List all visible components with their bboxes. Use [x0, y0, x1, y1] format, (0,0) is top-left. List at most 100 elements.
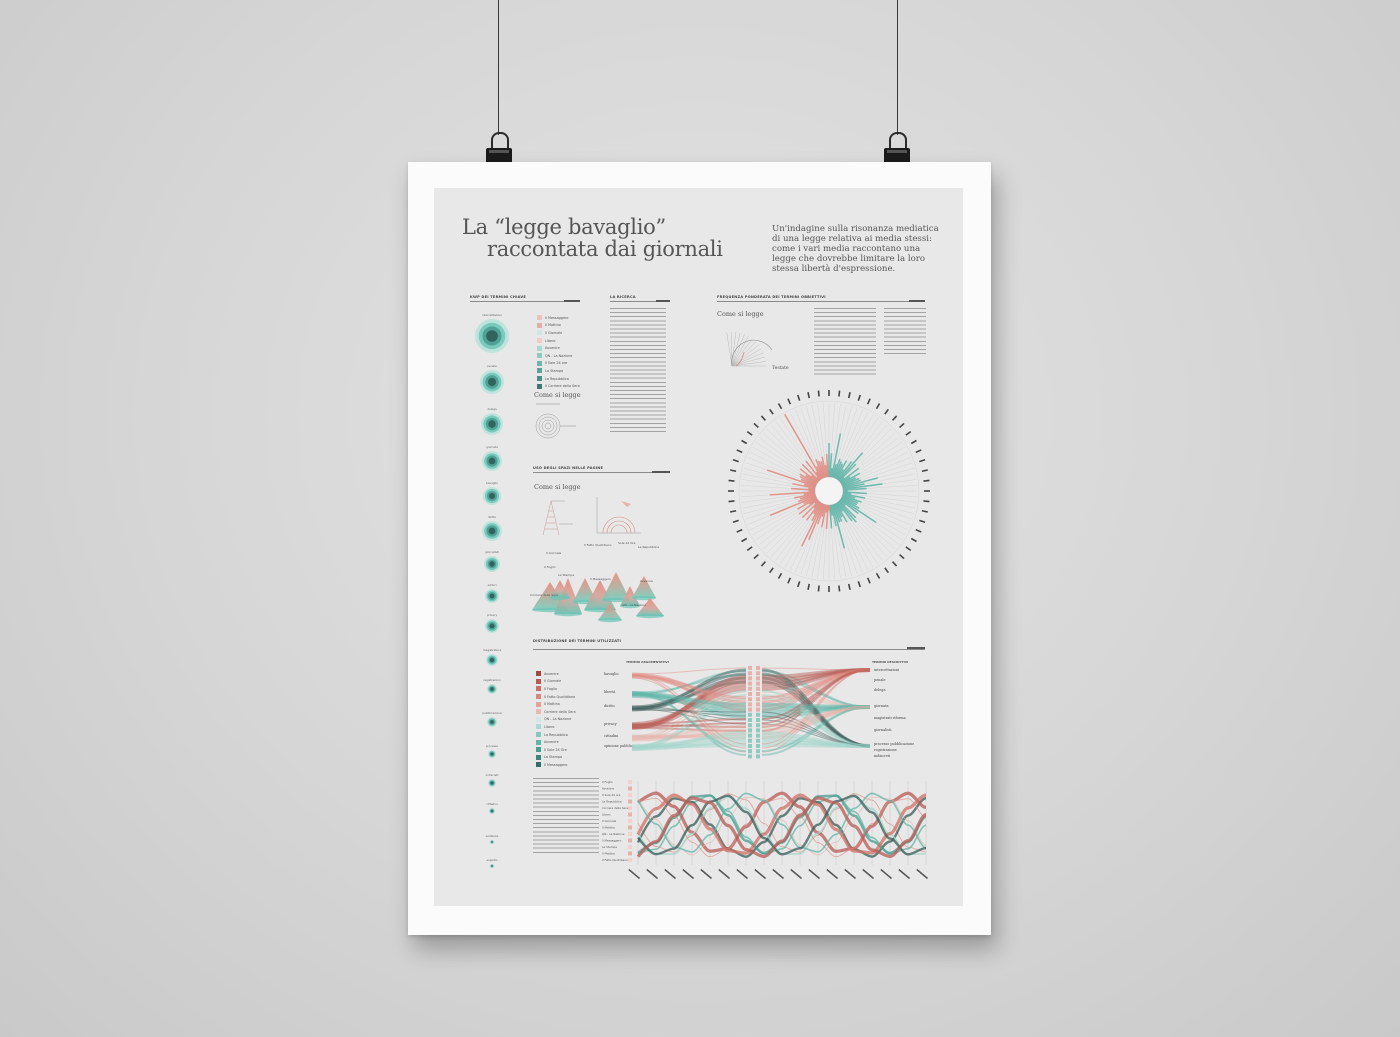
alluvial-flow [631, 692, 747, 719]
alluvial-flow [631, 676, 747, 712]
bottom-text-block [533, 778, 599, 854]
radial-bar [813, 502, 822, 515]
legend-swatch [536, 724, 541, 730]
alluvial-flow [631, 674, 747, 700]
alluvial-flow [761, 705, 871, 736]
legend-swatch [537, 360, 542, 366]
legend-label: Il Mattino [545, 323, 561, 328]
kwp-term-bubble: giornalisti [484, 550, 500, 572]
bottom-chart-line [637, 791, 927, 853]
alluvial-flow [631, 739, 747, 751]
radial-label-mark [817, 390, 820, 397]
radial-bar [825, 504, 829, 529]
radial-label-mark [760, 415, 767, 421]
radial-spoke [741, 492, 816, 503]
legend-swatch [536, 732, 541, 738]
alluvial-flow [631, 691, 747, 738]
radial-bar [842, 483, 865, 490]
alluvial-flow [761, 711, 871, 747]
radial-bar [801, 463, 820, 482]
alluvial-node [756, 686, 760, 691]
radial-label-mark [807, 583, 811, 590]
radial-label-mark [828, 390, 830, 396]
bottom-chart-series-label: Corriere della Sera [602, 806, 628, 810]
cone-base [636, 613, 664, 619]
alluvial-flow [761, 672, 871, 748]
kwp-term-bubble: privacy [485, 613, 499, 633]
bottom-chart-line [637, 796, 927, 856]
radial-bar [841, 477, 860, 487]
radial-label-mark [857, 581, 861, 588]
radial-label-mark [728, 479, 735, 482]
alluvial-node [756, 744, 760, 748]
spazi-how-to-read: Come si legge [534, 483, 581, 491]
legend-label: Libero [544, 724, 555, 729]
alluvial-flow [761, 669, 871, 732]
bottom-chart-series-swatch [628, 786, 632, 791]
alluvial-flow [631, 675, 747, 708]
radial-label-mark [760, 561, 767, 567]
radial-spoke [762, 432, 819, 482]
alluvial-flow [631, 672, 747, 704]
legend-swatch [536, 716, 541, 722]
bottom-chart-tick-label [664, 868, 677, 880]
alluvial-flow [761, 705, 871, 719]
radial-bar [801, 500, 820, 519]
radial-bar [841, 479, 861, 488]
arg-term-label: opinione pubblica [604, 744, 635, 748]
bottom-chart-series-label: Il Mattino [602, 826, 615, 830]
alluvial-flow [761, 703, 871, 709]
radial-bar [821, 504, 827, 517]
alluvial-node [748, 754, 752, 759]
kwp-term-bubble: giornata [482, 445, 502, 471]
alluvial-flow [761, 698, 871, 747]
section-spazi-label: USO DEGLI SPAZI NELLE PAGINE [533, 466, 604, 470]
radial-bar [840, 498, 877, 524]
radial-bar [800, 478, 817, 487]
alluvial-flow [761, 705, 871, 728]
newspaper-legend-dist: Avvenire Il Giornale Il Foglio Il Fatto Quo… [536, 670, 576, 769]
alluvial-flow [761, 669, 871, 753]
cone-mark [550, 580, 570, 598]
kwp-term-bubble: processo [486, 744, 499, 758]
legend-swatch [537, 376, 542, 382]
alluvial-flow [631, 674, 747, 694]
radial-bar [834, 503, 843, 518]
radial-spoke [755, 498, 818, 541]
radial-bar [821, 456, 828, 478]
bottom-chart-tick-label [790, 868, 803, 880]
alluvial-node [748, 671, 752, 676]
kwp-term-label: delega [487, 407, 497, 411]
radial-bar [842, 492, 866, 499]
kwp-term-label: bavaglio [486, 481, 498, 485]
alluvial-node [756, 671, 760, 676]
alluvial-flow [761, 694, 871, 747]
radial-spoke [830, 403, 841, 478]
alluvial-node [748, 681, 752, 686]
section-frequenza-label: FREQUENZA PONDERATA DEI TERMINI OBBIETTI… [717, 295, 826, 299]
radial-label-mark [746, 430, 753, 436]
kwp-term-bubble: magistratura [483, 648, 501, 666]
cone-base [554, 611, 582, 617]
legend-item: Il Foglio [536, 685, 576, 693]
radial-label-mark [732, 519, 739, 523]
radial-bar [803, 496, 817, 505]
legend-label: Il Mattino [544, 702, 560, 707]
alluvial-node [748, 702, 752, 707]
radial-spoke [839, 500, 896, 550]
radial-label-mark [828, 586, 830, 592]
radial-bar [840, 476, 851, 484]
legend-swatch [537, 315, 542, 321]
poster-title: La “legge bavaglio” raccontata dai giorn… [462, 216, 723, 260]
cone-label: Sole 24 Ore [618, 541, 636, 545]
legend-item: Libero [536, 723, 576, 731]
radial-spoke [842, 492, 917, 503]
legend-label: Il Foglio [544, 686, 558, 691]
radial-bar [830, 504, 834, 516]
radial-label-mark [736, 528, 743, 533]
section-frequenza-thick [909, 300, 925, 302]
radial-label-mark [899, 553, 905, 560]
radial-label-mark [884, 567, 890, 574]
legend-label: La Stampa [544, 755, 563, 760]
alluvial-flow [631, 691, 747, 756]
